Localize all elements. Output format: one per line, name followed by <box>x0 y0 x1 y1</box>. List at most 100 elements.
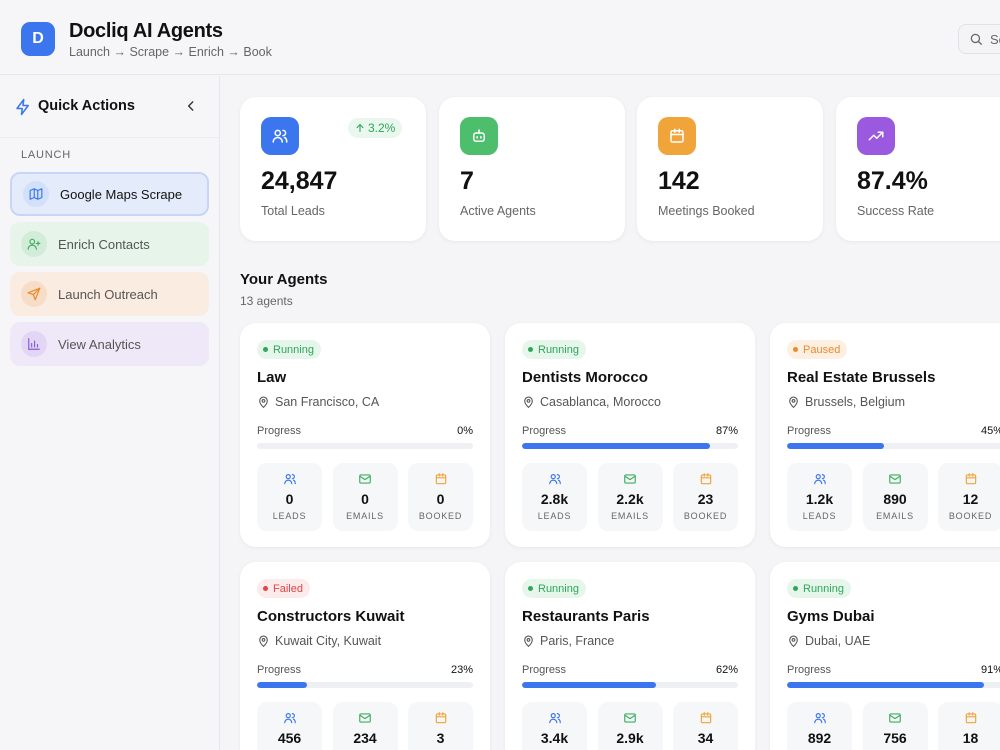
location-text: Paris, France <box>540 634 615 648</box>
status-dot <box>528 586 533 591</box>
action-label: Google Maps Scrape <box>60 186 183 202</box>
booked-metric: 34BOOKED <box>673 702 738 750</box>
action-view-analytics[interactable]: View Analytics <box>10 322 209 366</box>
status-text: Running <box>538 582 579 595</box>
search-input[interactable]: Se <box>958 24 1000 54</box>
stat-value: 24,847 <box>261 167 338 195</box>
agent-name: Constructors Kuwait <box>257 608 405 625</box>
calendar-icon <box>965 712 976 724</box>
leads-value: 0 <box>285 491 294 507</box>
progress-label: Progress <box>257 664 302 676</box>
trending-up-icon <box>857 117 895 155</box>
lightning-icon <box>16 98 29 116</box>
delta-value: 3.2% <box>368 121 396 135</box>
location-pin-icon <box>789 635 798 647</box>
arrow-up-icon <box>356 123 364 132</box>
stat-card-total-leads: 3.2% 24,847 Total Leads <box>240 97 426 241</box>
agent-location: Kuwait City, Kuwait <box>257 634 381 648</box>
launch-section-label: LAUNCH <box>21 149 72 161</box>
progress-value: 0% <box>457 425 473 437</box>
users-icon <box>813 474 826 485</box>
status-text: Running <box>803 582 844 595</box>
emails-label: EMAILS <box>611 511 649 521</box>
action-launch-outreach[interactable]: Launch Outreach <box>10 272 209 316</box>
emails-metric: 0 EMAILS <box>332 463 398 531</box>
agent-card[interactable]: Running Law San Francisco, CA Progress 0% 0 LE… <box>240 323 490 547</box>
agents-section-title: Your Agents <box>240 271 328 288</box>
progress-value: 62% <box>715 664 738 676</box>
progress-bar <box>522 682 738 688</box>
location-pin-icon <box>259 396 268 408</box>
location-text: Brussels, Belgium <box>805 395 906 409</box>
leads-metric: 2.8k LEADS <box>522 463 587 531</box>
sidebar: Quick Actions LAUNCH Google Maps Scrape … <box>0 76 220 750</box>
chevron-left-icon[interactable] <box>184 98 198 114</box>
status-dot <box>263 586 268 591</box>
users-icon <box>261 117 299 155</box>
mail-icon <box>359 713 371 723</box>
progress-label: Progress <box>522 664 567 676</box>
booked-metric: 23 BOOKED <box>673 463 738 531</box>
progress-bar <box>787 682 1000 688</box>
calendar-icon <box>965 473 976 485</box>
users-icon <box>813 713 826 724</box>
users-icon <box>283 474 296 485</box>
booked-value: 3 <box>436 730 445 746</box>
emails-value: 890 <box>883 491 907 507</box>
location-pin-icon <box>524 396 533 408</box>
agent-name: Real Estate Brussels <box>787 369 936 386</box>
status-badge: Running <box>522 340 586 359</box>
booked-metric: 0 BOOKED <box>408 463 473 531</box>
app-title: Docliq AI Agents <box>69 20 223 42</box>
progress-value: 23% <box>450 664 473 676</box>
emails-value: 756 <box>883 730 907 746</box>
stat-value: 7 <box>460 167 474 195</box>
booked-label: BOOKED <box>683 511 728 521</box>
status-badge: Running <box>787 579 851 598</box>
calendar-icon <box>700 712 711 724</box>
action-google-maps-scrape[interactable]: Google Maps Scrape <box>10 172 209 216</box>
booked-metric: 18BOOKED <box>938 702 1000 750</box>
leads-value: 892 <box>807 730 832 746</box>
emails-metric: 756EMAILS <box>862 702 928 750</box>
progress-label: Progress <box>257 425 302 437</box>
leads-label: LEADS <box>537 511 572 521</box>
agent-card[interactable]: Running Restaurants Paris Paris, France Pro… <box>505 562 755 750</box>
emails-value: 234 <box>353 730 377 746</box>
mail-icon <box>624 713 636 723</box>
agent-card[interactable]: Running Gyms Dubai Dubai, UAE Progress 91% 89… <box>770 562 1000 750</box>
status-text: Running <box>538 343 579 356</box>
users-icon <box>548 713 561 724</box>
calendar-icon <box>700 473 711 485</box>
leads-value: 2.8k <box>540 491 569 507</box>
action-label: View Analytics <box>58 336 141 352</box>
agent-card[interactable]: Paused Real Estate Brussels Brussels, Belg… <box>770 323 1000 547</box>
stat-value: 142 <box>658 167 700 195</box>
status-dot <box>793 586 798 591</box>
progress-value: 45% <box>980 425 1000 437</box>
booked-metric: 12 BOOKED <box>938 463 1000 531</box>
bot-icon <box>460 117 498 155</box>
status-dot <box>528 347 533 352</box>
app-header: D Docliq AI Agents Launch → Scrape → Enr… <box>0 0 1000 75</box>
agent-location: Dubai, UAE <box>787 634 870 648</box>
agent-card[interactable]: Running Dentists Morocco Casablanca, Moroc… <box>505 323 755 547</box>
action-enrich-contacts[interactable]: Enrich Contacts <box>10 222 209 266</box>
location-pin-icon <box>524 635 533 647</box>
emails-label: EMAILS <box>876 511 914 521</box>
delta-badge: 3.2% <box>348 118 403 138</box>
booked-value: 34 <box>697 730 714 746</box>
user-plus-icon <box>21 231 47 257</box>
agent-card[interactable]: Failed Constructors Kuwait Kuwait City, Ku… <box>240 562 490 750</box>
leads-metric: 892LEADS <box>787 702 852 750</box>
app-logo[interactable]: D <box>21 22 55 56</box>
stat-label: Success Rate <box>857 204 935 218</box>
stat-label: Active Agents <box>460 204 536 218</box>
agent-name: Restaurants Paris <box>522 608 650 625</box>
emails-metric: 234EMAILS <box>332 702 398 750</box>
calendar-icon <box>435 712 446 724</box>
leads-value: 456 <box>277 730 302 746</box>
stat-card-active-agents: 7 Active Agents <box>439 97 625 241</box>
agents-count: 13 agents <box>240 294 293 308</box>
action-label: Enrich Contacts <box>58 236 150 252</box>
